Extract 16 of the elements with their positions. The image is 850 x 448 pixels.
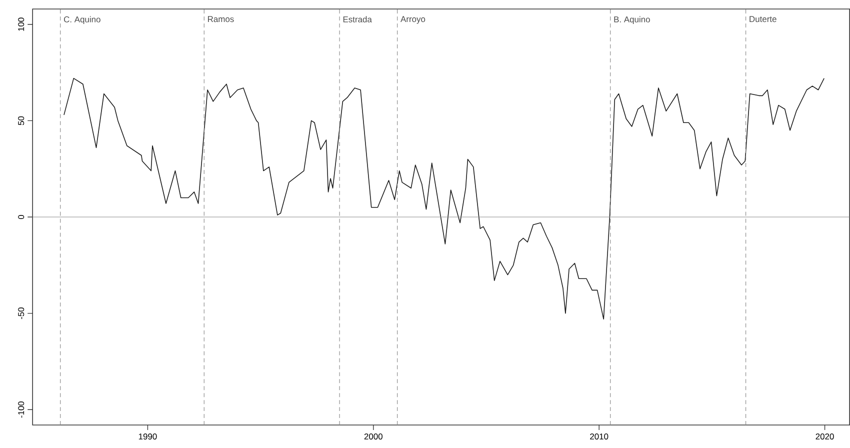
y-tick-label: -50 [18,308,24,320]
y-tick-label: -100 [18,401,24,418]
ref-line-label: B. Aquino [614,16,650,24]
ref-line-label: Arroyo [400,16,426,24]
ref-line-label: Ramos [208,16,234,22]
y-tick-label: 0 [18,214,24,220]
y-tick-label: 100 [18,18,24,31]
x-tick-label: 2010 [590,434,608,440]
ref-line-label: Estrada [343,16,372,22]
x-tick-label: 2000 [364,434,382,440]
ref-line-label: C. Aquino [64,16,100,24]
x-tick-label: 1990 [138,434,157,440]
x-tick-label: 2020 [816,434,834,440]
ref-line-label: Duterte [750,16,776,22]
line-series [64,78,825,320]
y-tick-label: 50 [18,116,24,126]
